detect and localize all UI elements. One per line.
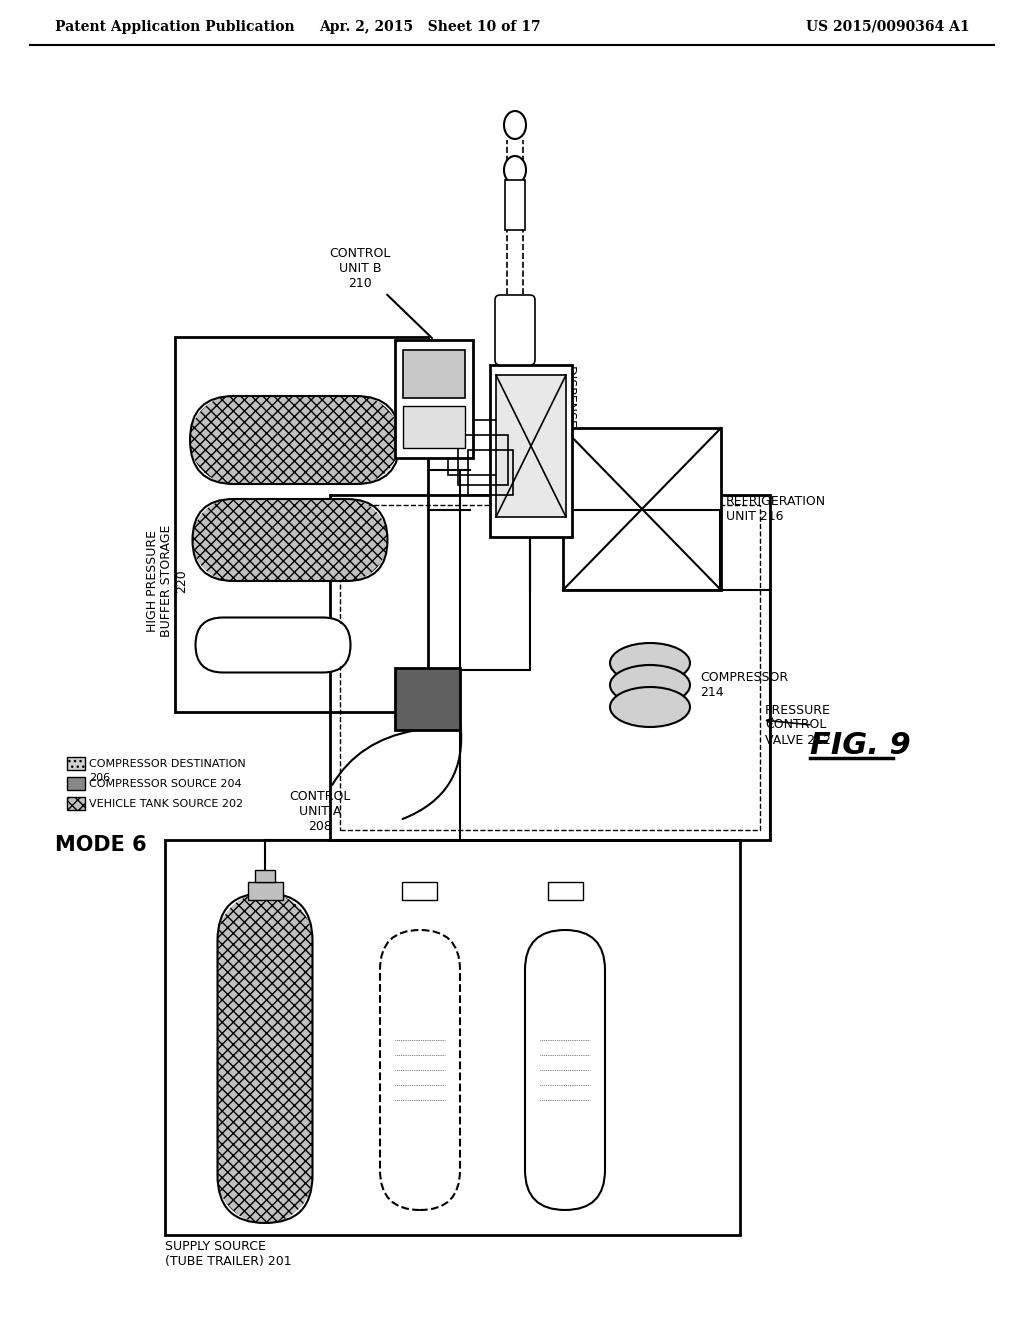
Ellipse shape [312, 396, 400, 484]
Bar [340, 506, 760, 830]
Ellipse shape [610, 643, 690, 682]
Bar [496, 375, 566, 517]
Ellipse shape [217, 894, 312, 987]
Bar [248, 882, 283, 900]
Bar [458, 436, 508, 484]
Bar [217, 940, 312, 1176]
Ellipse shape [380, 931, 460, 1010]
Ellipse shape [196, 618, 251, 672]
Bar [255, 870, 275, 882]
FancyBboxPatch shape [495, 294, 535, 366]
Ellipse shape [610, 686, 690, 727]
Ellipse shape [504, 111, 526, 139]
Bar [505, 180, 525, 230]
Text: DISPENSER 218: DISPENSER 218 [564, 366, 577, 463]
Bar [403, 407, 465, 447]
Ellipse shape [296, 618, 350, 672]
Bar [403, 350, 465, 399]
Bar [548, 882, 583, 900]
Bar [234, 396, 356, 484]
Bar [165, 840, 740, 1236]
Text: CONTROL
UNIT B
210: CONTROL UNIT B 210 [330, 247, 432, 338]
Bar [233, 499, 346, 581]
Ellipse shape [312, 396, 400, 484]
Bar [67, 797, 85, 810]
Text: REFRIGERATION
UNIT 216: REFRIGERATION UNIT 216 [726, 495, 826, 523]
Bar [402, 882, 437, 900]
Text: MODE 6: MODE 6 [55, 836, 146, 855]
Ellipse shape [610, 665, 690, 705]
Text: US 2015/0090364 A1: US 2015/0090364 A1 [806, 20, 970, 34]
Text: 206: 206 [89, 774, 111, 783]
Ellipse shape [305, 499, 387, 581]
Bar [395, 341, 473, 458]
Text: VEHICLE TANK SOURCE 202: VEHICLE TANK SOURCE 202 [89, 799, 243, 809]
Ellipse shape [217, 894, 312, 987]
Bar [525, 970, 605, 1170]
Bar [217, 940, 312, 1176]
Ellipse shape [190, 396, 278, 484]
Ellipse shape [193, 499, 274, 581]
Text: FIG. 9: FIG. 9 [810, 730, 910, 759]
Ellipse shape [504, 156, 526, 183]
Ellipse shape [217, 1129, 312, 1224]
Bar [490, 366, 572, 537]
Bar [449, 420, 503, 475]
Ellipse shape [305, 499, 387, 581]
Ellipse shape [380, 1130, 460, 1210]
Ellipse shape [525, 931, 605, 1010]
Bar [67, 777, 85, 789]
Bar [330, 495, 770, 840]
Bar [233, 499, 346, 581]
Text: COMPRESSOR SOURCE 204: COMPRESSOR SOURCE 204 [89, 779, 242, 789]
Ellipse shape [190, 396, 278, 484]
Bar [234, 396, 356, 484]
Text: SUPPLY SOURCE
(TUBE TRAILER) 201: SUPPLY SOURCE (TUBE TRAILER) 201 [165, 1239, 292, 1269]
Bar [175, 337, 428, 711]
Ellipse shape [193, 499, 274, 581]
Bar [395, 668, 460, 730]
Text: COMPRESSOR DESTINATION: COMPRESSOR DESTINATION [89, 759, 246, 770]
Bar [563, 428, 721, 590]
Bar [380, 970, 460, 1170]
Bar [223, 618, 323, 672]
Text: PRESSURE
CONTROL
VALVE 212: PRESSURE CONTROL VALVE 212 [765, 704, 830, 747]
Ellipse shape [217, 1129, 312, 1224]
Text: Apr. 2, 2015   Sheet 10 of 17: Apr. 2, 2015 Sheet 10 of 17 [319, 20, 541, 34]
Text: HIGH PRESSURE
BUFFER STORAGE
220: HIGH PRESSURE BUFFER STORAGE 220 [145, 524, 188, 636]
Text: COMPRESSOR
214: COMPRESSOR 214 [700, 671, 788, 700]
Ellipse shape [525, 1130, 605, 1210]
Text: Patent Application Publication: Patent Application Publication [55, 20, 295, 34]
Text: CONTROL
UNIT A
208: CONTROL UNIT A 208 [290, 730, 415, 833]
Bar [468, 450, 513, 495]
Bar [67, 756, 85, 770]
